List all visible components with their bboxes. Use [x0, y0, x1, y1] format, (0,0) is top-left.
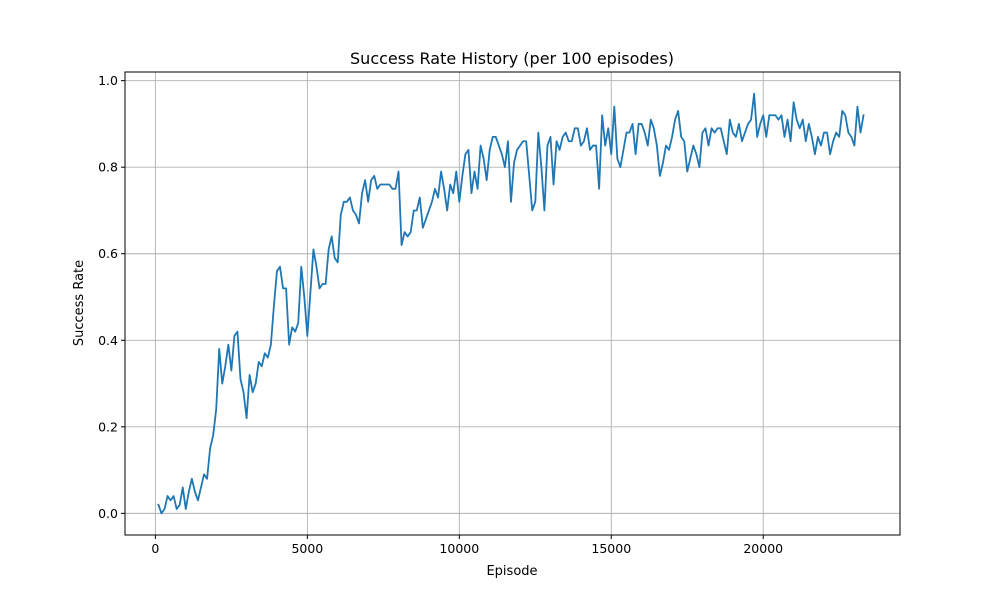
chart-title: Success Rate History (per 100 episodes) — [350, 49, 674, 68]
y-tick-label: 0.2 — [98, 419, 118, 434]
y-axis-label: Success Rate — [72, 260, 87, 346]
series-points — [158, 93, 864, 514]
x-tick-label: 10000 — [439, 541, 479, 556]
x-tick-label: 15000 — [591, 541, 631, 556]
x-axis-label: Episode — [486, 564, 537, 579]
ticks: 0 5000 10000 15000 20000 0.0 0.2 0.4 0.6 0.8 1.0 — [98, 73, 783, 556]
y-tick-label: 1.0 — [98, 73, 118, 88]
y-tick-label: 0.4 — [98, 333, 118, 348]
y-tick-label: 0.6 — [98, 246, 118, 261]
x-tick-label: 5000 — [291, 541, 323, 556]
grid — [125, 72, 900, 535]
x-tick-label: 0 — [151, 541, 159, 556]
series-layer — [157, 92, 865, 515]
y-tick-label: 0.0 — [98, 506, 118, 521]
y-tick-label: 0.8 — [98, 160, 118, 175]
axes-frame — [124, 71, 901, 536]
x-tick-label: 20000 — [743, 541, 783, 556]
